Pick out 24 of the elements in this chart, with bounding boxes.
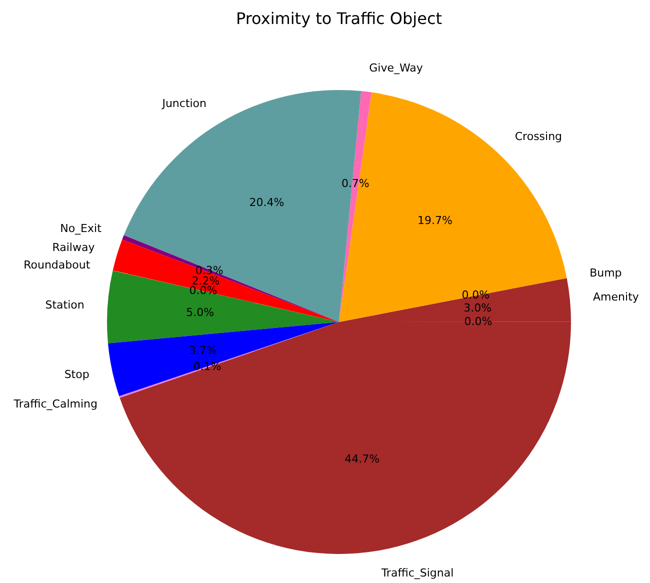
data-label: 0.0% <box>462 288 490 302</box>
data-label: 19.7% <box>417 214 452 228</box>
slice-label: Railway <box>52 241 96 254</box>
slice-label: Stop <box>64 368 90 381</box>
data-label: 0.0% <box>464 314 492 328</box>
slice-label: Traffic_Calming <box>12 398 98 411</box>
slice-label: Give_Way <box>369 62 424 75</box>
data-label: 0.7% <box>341 176 370 190</box>
data-label: 3.7% <box>188 344 217 357</box>
data-label: 20.4% <box>249 196 284 210</box>
data-label: 44.7% <box>344 452 380 466</box>
slice-label: Bump <box>590 266 622 280</box>
data-label: 3.0% <box>464 302 492 315</box>
slice-label: No_Exit <box>60 222 102 235</box>
slice-label: Traffic_Signal <box>380 566 454 580</box>
data-label: 5.0% <box>186 306 214 319</box>
slice-label: Crossing <box>514 130 562 144</box>
slice-label: Amenity <box>593 290 640 304</box>
slice-label: Junction <box>161 96 207 110</box>
slice-label: Roundabout <box>24 258 91 272</box>
slice-label: Station <box>45 298 84 312</box>
data-label: 0.1% <box>193 360 222 374</box>
chart-title: Proximity to Traffic Object <box>236 9 442 28</box>
data-label: 0.3% <box>195 264 224 278</box>
